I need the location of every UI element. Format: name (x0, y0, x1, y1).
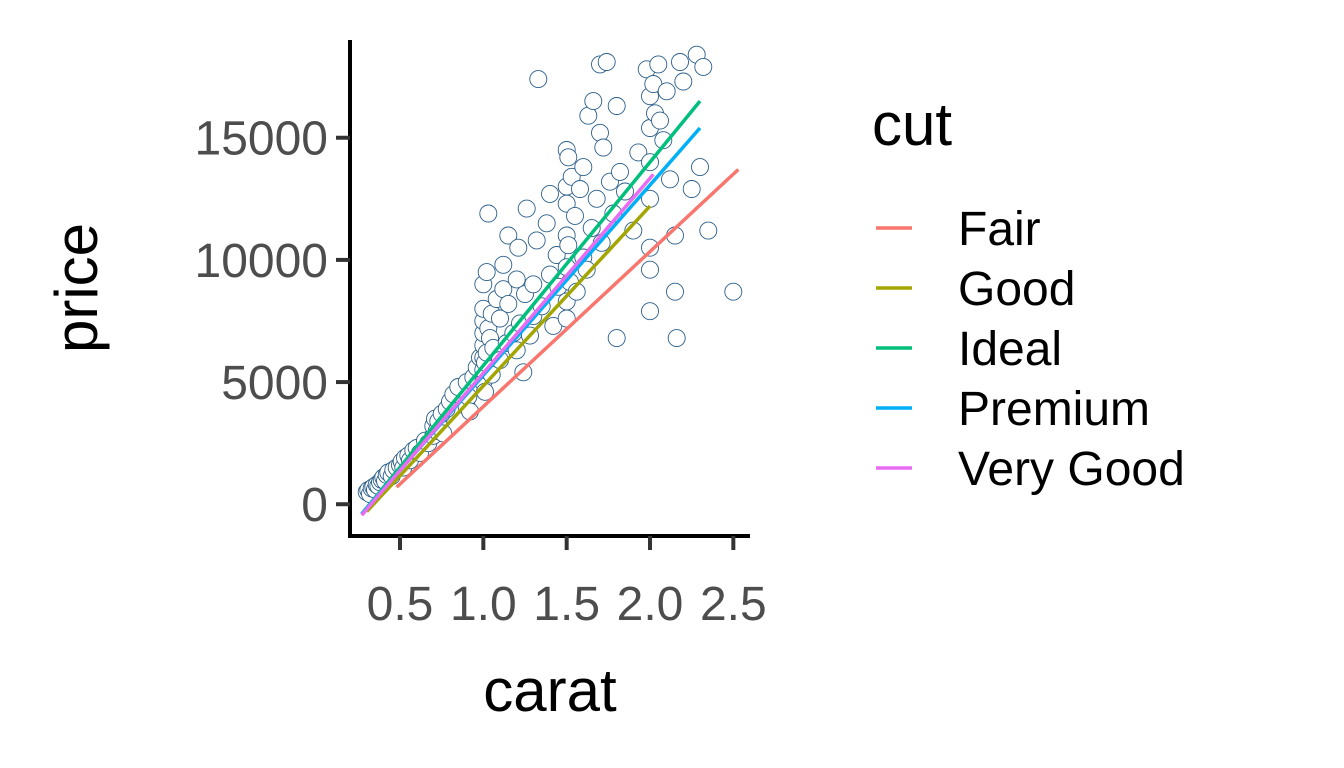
x-axis-title: carat (483, 657, 617, 724)
data-point (524, 275, 543, 294)
data-point (724, 282, 743, 301)
data-point (651, 111, 669, 130)
legend-title: cut (872, 91, 952, 158)
data-point (587, 189, 606, 208)
data-point (649, 55, 668, 74)
data-point (529, 70, 548, 89)
legend-label: Good (958, 263, 1075, 316)
data-point (499, 226, 518, 245)
fit-line-very-good (360, 173, 655, 517)
data-point (517, 199, 536, 218)
data-point (514, 363, 533, 382)
data-point (694, 57, 713, 76)
data-point (509, 238, 528, 257)
fit-line-ideal (360, 99, 702, 516)
data-point (682, 180, 701, 198)
data-point (641, 238, 659, 257)
data-point (667, 329, 686, 348)
axes: 0 5000 10000 15000 0.5 1.0 1.5 2.0 2.5 (195, 40, 767, 631)
legend-label: Ideal (958, 323, 1062, 376)
data-point (537, 214, 556, 233)
data-point (661, 170, 679, 189)
data-point (541, 184, 559, 203)
y-tick-label: 5000 (221, 357, 328, 410)
data-point (674, 72, 693, 91)
data-point (491, 309, 509, 328)
data-point (641, 260, 659, 279)
data-point (566, 206, 584, 225)
data-point (577, 260, 596, 279)
data-point (547, 246, 566, 264)
data-point (691, 158, 709, 177)
data-point (607, 97, 626, 115)
data-point (507, 270, 526, 289)
x-tick-label: 2.5 (700, 578, 767, 631)
data-point (559, 236, 578, 255)
data-point (629, 143, 648, 162)
legend-label: Fair (958, 203, 1041, 256)
data-point (479, 204, 498, 223)
data-point (671, 53, 689, 71)
x-tick-label: 0.5 (367, 578, 434, 631)
legend-label: Very Good (958, 443, 1185, 496)
data-point (594, 138, 613, 157)
legend-label: Premium (958, 383, 1150, 436)
y-tick-label: 0 (301, 479, 328, 532)
data-point (571, 180, 589, 198)
data-point (699, 221, 718, 240)
data-points (357, 45, 743, 503)
x-tick-label: 1.0 (450, 578, 517, 631)
data-point (654, 131, 673, 150)
legend: cut Fair Good Ideal Premium Very Good (872, 91, 1185, 496)
data-point (611, 162, 629, 181)
y-axis-title: price (43, 223, 110, 353)
data-point (584, 92, 603, 111)
data-point (582, 219, 601, 238)
data-point (527, 231, 546, 250)
data-point (477, 263, 496, 282)
data-point (657, 82, 676, 101)
fit-line-good (365, 204, 652, 513)
y-tick-label: 10000 (195, 235, 328, 288)
x-tick-label: 2.0 (617, 578, 684, 631)
fit-lines (360, 99, 740, 517)
data-point (559, 148, 578, 167)
x-tick-label: 1.5 (533, 578, 600, 631)
data-point (597, 53, 616, 71)
data-point (607, 329, 626, 348)
data-point (641, 302, 659, 321)
data-point (494, 255, 513, 274)
fit-line-fair (395, 168, 740, 489)
data-point (666, 282, 684, 301)
data-point (499, 294, 518, 313)
data-point (574, 158, 593, 177)
y-tick-label: 15000 (195, 113, 328, 166)
data-point (591, 123, 609, 142)
